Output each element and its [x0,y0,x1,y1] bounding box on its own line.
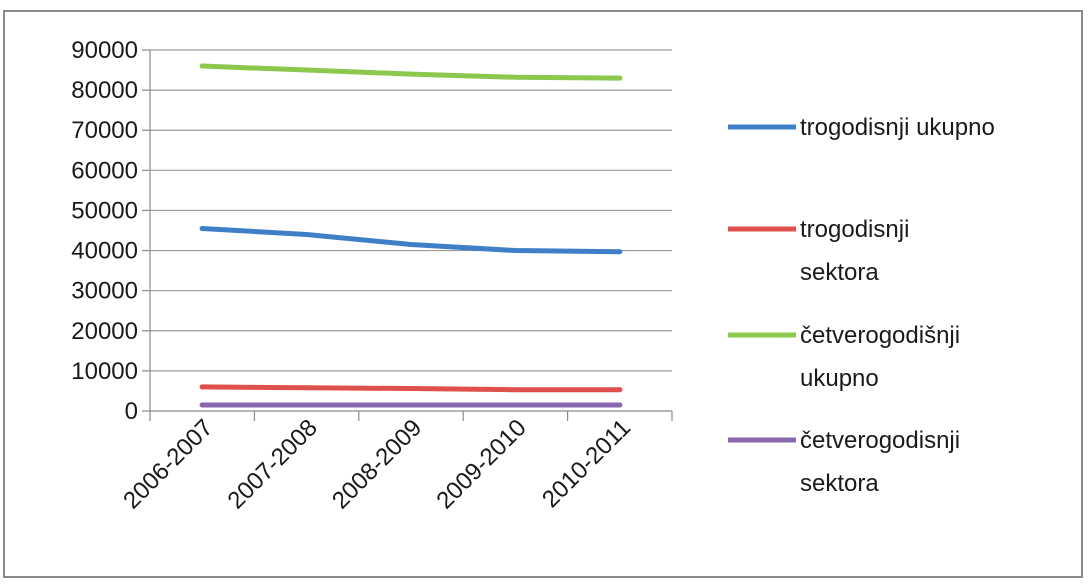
gridlines [150,49,672,372]
y-axis-ticks: 0 10000 20000 30000 40000 50000 60000 70000 8000… [71,37,150,425]
data-point [617,75,623,81]
y-tick-label: 50000 [71,197,138,224]
data-point [617,387,623,393]
x-tick-label: 2010-2011 [537,414,636,513]
data-point [304,232,310,238]
axes [149,50,672,412]
data-point [304,67,310,73]
chart-frame [3,10,1083,578]
legend-label-line: sektora [800,259,879,286]
series-lines [199,63,623,408]
x-tick-label: 2008-2009 [327,414,427,514]
data-point [617,249,623,255]
y-tick-label: 40000 [71,238,138,265]
y-tick-label: 30000 [71,278,138,305]
data-point [512,248,518,254]
legend-label-line: sektora [800,470,879,497]
y-tick-label: 90000 [71,37,138,64]
y-tick-label: 20000 [71,318,138,345]
data-point [617,402,623,408]
data-point [199,402,205,408]
x-tick-label: 2006-2007 [118,414,218,514]
y-tick-label: 80000 [71,77,138,104]
data-point [512,387,518,393]
data-point [199,225,205,231]
data-point [304,385,310,391]
legend-label-1: trogodisnji sektora [800,216,909,286]
y-tick-label: 0 [125,398,138,425]
data-point [512,402,518,408]
legend-label-3: četverogodisnji sektora [800,427,960,497]
legend-label-line: ukupno [800,365,879,392]
legend-label-2: četverogodišnji ukupno [800,322,960,392]
legend-label-line: četverogodišnji [800,322,960,349]
data-point [408,71,414,77]
legend-label-0: trogodisnji ukupno [800,114,995,141]
data-point [408,242,414,248]
data-point [304,402,310,408]
x-tick-label: 2007-2008 [223,414,323,514]
data-point [199,384,205,390]
data-point [512,74,518,80]
x-tick-label: 2009-2010 [431,414,531,514]
legend-label-line: trogodisnji [800,216,909,243]
data-point [408,402,414,408]
legend-label-line: četverogodisnji [800,427,960,454]
y-tick-label: 10000 [71,358,138,385]
data-point [408,386,414,392]
y-tick-label: 70000 [71,117,138,144]
y-tick-label: 60000 [71,157,138,184]
x-axis-ticks: 2006-2007 2007-2008 2008-2009 2009-2010 2010… [118,411,673,514]
data-point [199,63,205,69]
series-line-0 [199,225,623,255]
